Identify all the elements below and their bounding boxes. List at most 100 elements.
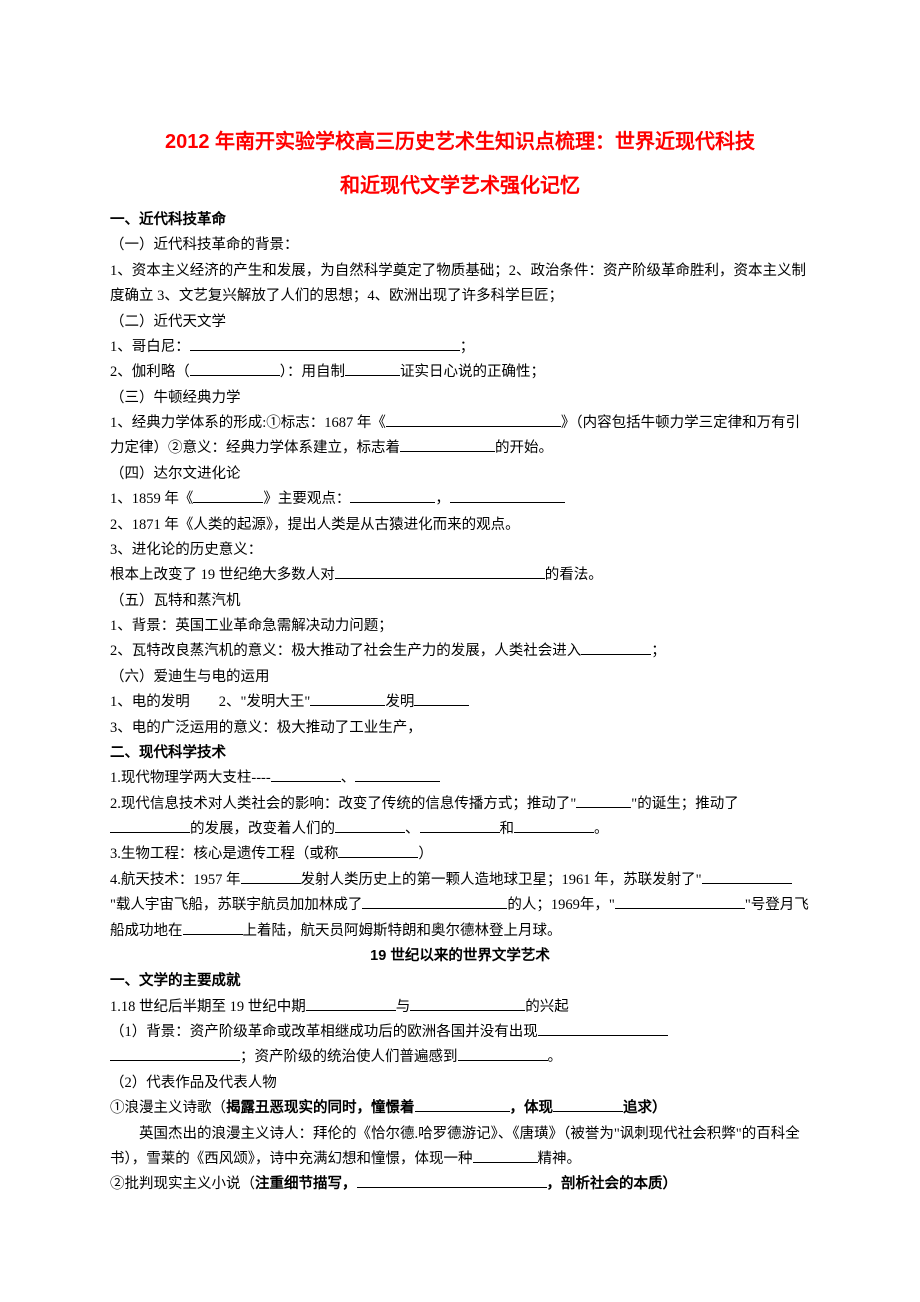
text-fragment: 与 <box>396 999 411 1015</box>
body-text: （四）达尔文进化论 <box>110 462 810 487</box>
body-text: （三）牛顿经典力学 <box>110 386 810 411</box>
text-fragment: ； <box>460 339 475 355</box>
body-text: 3、进化论的历史意义： <box>110 538 810 563</box>
blank-line <box>335 564 545 580</box>
bold-fragment: 追求） <box>623 1100 667 1116</box>
blank-line <box>110 818 190 834</box>
text-fragment: 和 <box>500 821 515 837</box>
body-text: 3、电的广泛运用的意义：极大推动了工业生产， <box>110 716 810 741</box>
text-fragment: 根本上改变了 19 世纪绝大多数人对 <box>110 567 335 583</box>
text-fragment: 1.现代物理学两大支柱---- <box>110 770 271 786</box>
body-text: 2、瓦特改良蒸汽机的意义：极大推动了社会生产力的发展，人类社会进入； <box>110 639 810 664</box>
blank-line <box>400 437 495 453</box>
blank-line <box>355 767 440 783</box>
blank-line <box>410 995 525 1011</box>
text-fragment: 英国杰出的浪漫主义诗人：拜伦的《恰尔德.哈罗德游记》、《唐璜》（被誉为"讽刺现代… <box>110 1126 800 1167</box>
body-text: （一）近代科技革命的背景： <box>110 233 810 258</box>
body-text: 1、经典力学体系的形成:①标志：1687 年《》（内容包括牛顿力学三定律和万有引… <box>110 411 810 462</box>
blank-line <box>110 1046 240 1062</box>
text-fragment: 、 <box>405 821 420 837</box>
text-fragment: 的发展，改变着人们的 <box>190 821 335 837</box>
blank-line <box>458 1046 548 1062</box>
title-line-1: 2012 年南开实验学校高三历史艺术生知识点梳理：世界近现代科技 <box>110 120 810 164</box>
blank-line <box>350 488 435 504</box>
body-text: 2、伽利略（ ）：用自制 证实日心说的正确性； <box>110 360 810 385</box>
body-text: ②批判现实主义小说（注重细节描写， ，剖析社会的本质） <box>110 1172 810 1197</box>
blank-line <box>415 1097 510 1113</box>
body-text: （2）代表作品及代表人物 <box>110 1071 810 1096</box>
blank-line <box>357 1173 547 1189</box>
title-line-2: 和近现代文学艺术强化记忆 <box>110 164 810 208</box>
text-fragment: 精神。 <box>538 1151 582 1167</box>
blank-line <box>271 767 341 783</box>
blank-line <box>386 412 561 428</box>
body-text: 1、哥白尼： ； <box>110 335 810 360</box>
text-fragment: 1、1859 年《 <box>110 491 193 507</box>
blank-line <box>420 818 500 834</box>
blank-line <box>362 894 507 910</box>
text-fragment: 。 <box>594 821 609 837</box>
blank-line <box>514 818 594 834</box>
text-fragment: ）：用自制 <box>280 364 345 380</box>
text-fragment: （1）背景：资产阶级革命或改革相继成功后的欧洲各国并没有出现 <box>110 1024 538 1040</box>
bold-fragment: ，剖析社会的本质） <box>547 1176 678 1192</box>
text-fragment: 1、哥白尼： <box>110 339 190 355</box>
text-fragment: 1、经典力学体系的形成:①标志：1687 年《 <box>110 415 386 431</box>
body-text: 2、1871 年《人类的起源》，提出人类是从古猿进化而来的观点。 <box>110 513 810 538</box>
text-fragment: 发射人类历史上的第一颗人造地球卫星；1961 年，苏联发射了" <box>301 872 702 888</box>
body-text: （五）瓦特和蒸汽机 <box>110 589 810 614</box>
body-text: 1、资本主义经济的产生和发展，为自然科学奠定了物质基础；2、政治条件：资产阶级革… <box>110 259 810 310</box>
blank-line <box>553 1097 623 1113</box>
text-fragment: 2.现代信息技术对人类社会的影响：改变了传统的信息传播方式；推动了" <box>110 796 576 812</box>
text-fragment: 1、电的发明 2、"发明大王" <box>110 694 310 710</box>
text-fragment: ①浪漫主义诗歌（ <box>110 1100 226 1116</box>
text-fragment: 的人；1969年，" <box>507 897 614 913</box>
blank-line <box>335 818 405 834</box>
blank-line <box>190 361 280 377</box>
blank-line <box>414 691 469 707</box>
body-text: （六）爱迪生与电的运用 <box>110 665 810 690</box>
text-fragment: ；资产阶级的统治使人们普遍感到 <box>240 1049 458 1065</box>
blank-line <box>193 488 263 504</box>
text-fragment: ②批判现实主义小说（ <box>110 1176 255 1192</box>
text-fragment: 。 <box>548 1049 563 1065</box>
blank-line <box>450 488 565 504</box>
blank-line <box>581 640 651 656</box>
blank-line <box>615 894 745 910</box>
text-fragment: 、 <box>341 770 356 786</box>
text-fragment: ， <box>435 491 450 507</box>
blank-line <box>183 919 243 935</box>
body-text: 1、1859 年《》主要观点：， <box>110 487 810 512</box>
text-fragment: 3.生物工程：核心是遗传工程（或称 <box>110 846 338 862</box>
blank-line <box>576 792 631 808</box>
blank-line <box>338 843 418 859</box>
body-text: 1.现代物理学两大支柱---- 、 <box>110 766 810 791</box>
body-text: 1、电的发明 2、"发明大王" 发明 <box>110 690 810 715</box>
blank-line <box>345 361 400 377</box>
body-text: 1、背景：英国工业革命急需解决动力问题； <box>110 614 810 639</box>
body-text: 英国杰出的浪漫主义诗人：拜伦的《恰尔德.哈罗德游记》、《唐璜》（被誉为"讽刺现代… <box>110 1122 810 1173</box>
text-fragment: ） <box>418 846 433 862</box>
text-fragment: 1.18 世纪后半期至 19 世纪中期 <box>110 999 306 1015</box>
body-text: ①浪漫主义诗歌（揭露丑恶现实的同时，憧憬着，体现追求） <box>110 1096 810 1121</box>
text-fragment: 的看法。 <box>545 567 603 583</box>
body-text: 3.生物工程：核心是遗传工程（或称 ） <box>110 842 810 867</box>
blank-line <box>473 1147 538 1163</box>
body-text: （二）近代天文学 <box>110 310 810 335</box>
blank-line <box>702 868 792 884</box>
bold-fragment: 揭露丑恶现实的同时，憧憬着 <box>226 1100 415 1116</box>
text-fragment: 发明 <box>385 694 414 710</box>
body-text: 4.航天技术：1957 年发射人类历史上的第一颗人造地球卫星；1961 年，苏联… <box>110 868 810 944</box>
text-fragment: 2、伽利略（ <box>110 364 190 380</box>
body-text: 根本上改变了 19 世纪绝大多数人对 的看法。 <box>110 563 810 588</box>
text-fragment: 上着陆，航天员阿姆斯特朗和奥尔德林登上月球。 <box>243 923 562 939</box>
bold-fragment: 注重细节描写， <box>255 1176 357 1192</box>
text-fragment: 的开始。 <box>495 440 553 456</box>
mid-heading: 19 世纪以来的世界文学艺术 <box>110 944 810 969</box>
text-fragment: 证实日心说的正确性； <box>400 364 545 380</box>
blank-line <box>241 868 301 884</box>
blank-line <box>190 335 460 351</box>
blank-line <box>306 995 396 1011</box>
text-fragment: "载人宇宙飞船，苏联宇航员加加林成了 <box>110 897 362 913</box>
blank-line <box>310 691 385 707</box>
